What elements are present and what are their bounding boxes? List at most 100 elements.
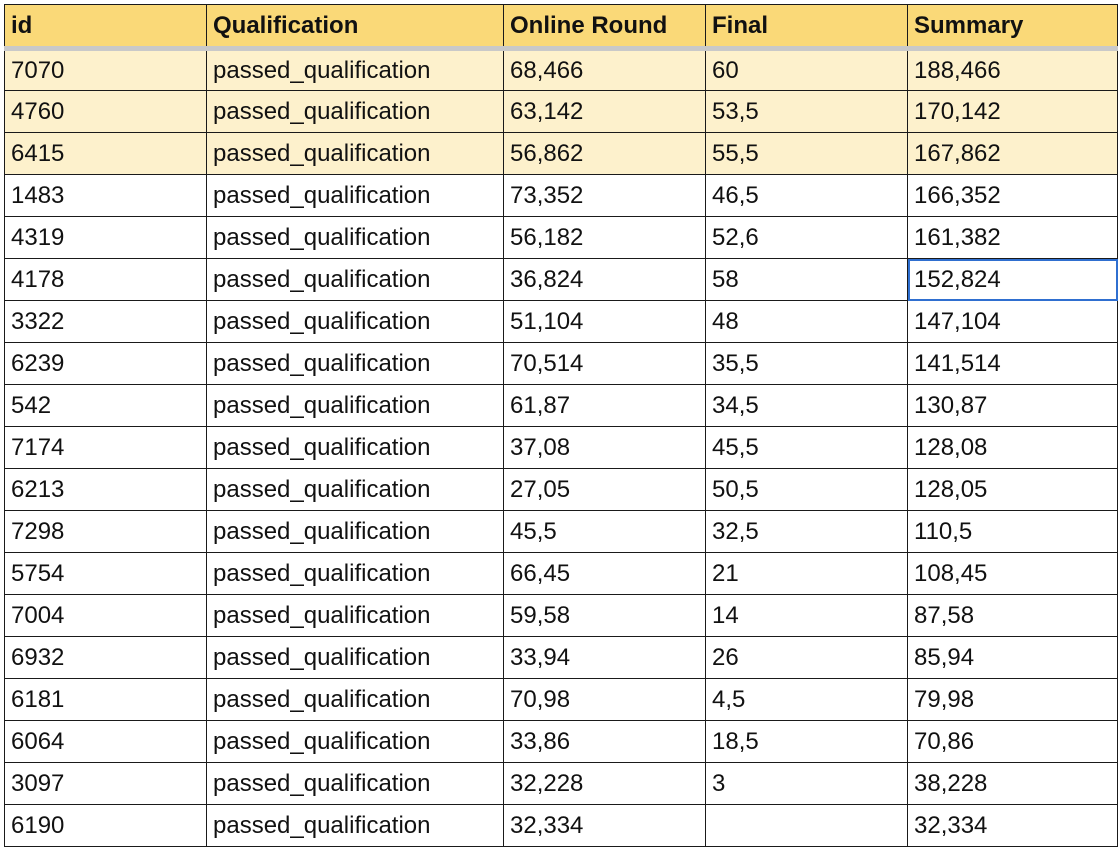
cell-final[interactable]: 55,5: [705, 132, 908, 175]
cell-id[interactable]: 6932: [4, 636, 207, 679]
cell-qualification[interactable]: passed_qualification: [206, 468, 504, 511]
cell-qualification[interactable]: passed_qualification: [206, 804, 504, 847]
cell-online-round[interactable]: 33,86: [503, 720, 706, 763]
cell-id[interactable]: 5754: [4, 552, 207, 595]
cell-qualification[interactable]: passed_qualification: [206, 90, 504, 133]
cell-summary[interactable]: 38,228: [907, 762, 1118, 805]
cell-summary[interactable]: 108,45: [907, 552, 1118, 595]
cell-summary[interactable]: 70,86: [907, 720, 1118, 763]
cell-id[interactable]: 6181: [4, 678, 207, 721]
cell-id[interactable]: 4178: [4, 258, 207, 301]
cell-qualification[interactable]: passed_qualification: [206, 48, 504, 91]
cell-qualification[interactable]: passed_qualification: [206, 678, 504, 721]
cell-final[interactable]: 52,6: [705, 216, 908, 259]
cell-summary[interactable]: 79,98: [907, 678, 1118, 721]
cell-online-round[interactable]: 56,182: [503, 216, 706, 259]
cell-qualification[interactable]: passed_qualification: [206, 216, 504, 259]
cell-online-round[interactable]: 45,5: [503, 510, 706, 553]
cell-id[interactable]: 1483: [4, 174, 207, 217]
cell-qualification[interactable]: passed_qualification: [206, 258, 504, 301]
cell-online-round[interactable]: 37,08: [503, 426, 706, 469]
cell-final[interactable]: 32,5: [705, 510, 908, 553]
cell-online-round[interactable]: 36,824: [503, 258, 706, 301]
cell-id[interactable]: 7004: [4, 594, 207, 637]
cell-online-round[interactable]: 32,228: [503, 762, 706, 805]
cell-qualification[interactable]: passed_qualification: [206, 762, 504, 805]
cell-qualification[interactable]: passed_qualification: [206, 636, 504, 679]
cell-qualification[interactable]: passed_qualification: [206, 552, 504, 595]
cell-qualification[interactable]: passed_qualification: [206, 174, 504, 217]
cell-id[interactable]: 6239: [4, 342, 207, 385]
cell-summary[interactable]: 161,382: [907, 216, 1118, 259]
cell-final[interactable]: 53,5: [705, 90, 908, 133]
cell-final[interactable]: 48: [705, 300, 908, 343]
header-qualification[interactable]: Qualification: [206, 4, 504, 51]
cell-online-round[interactable]: 32,334: [503, 804, 706, 847]
cell-summary[interactable]: 167,862: [907, 132, 1118, 175]
cell-summary[interactable]: 147,104: [907, 300, 1118, 343]
cell-online-round[interactable]: 56,862: [503, 132, 706, 175]
cell-id[interactable]: 6064: [4, 720, 207, 763]
cell-qualification[interactable]: passed_qualification: [206, 384, 504, 427]
cell-qualification[interactable]: passed_qualification: [206, 510, 504, 553]
cell-final[interactable]: 50,5: [705, 468, 908, 511]
cell-online-round[interactable]: 59,58: [503, 594, 706, 637]
cell-final[interactable]: 21: [705, 552, 908, 595]
cell-online-round[interactable]: 70,98: [503, 678, 706, 721]
cell-qualification[interactable]: passed_qualification: [206, 426, 504, 469]
cell-online-round[interactable]: 70,514: [503, 342, 706, 385]
cell-qualification[interactable]: passed_qualification: [206, 300, 504, 343]
cell-online-round[interactable]: 68,466: [503, 48, 706, 91]
cell-final[interactable]: 34,5: [705, 384, 908, 427]
cell-id[interactable]: 7174: [4, 426, 207, 469]
header-final[interactable]: Final: [705, 4, 908, 51]
cell-summary[interactable]: 85,94: [907, 636, 1118, 679]
cell-summary[interactable]: 110,5: [907, 510, 1118, 553]
cell-final[interactable]: 46,5: [705, 174, 908, 217]
cell-summary[interactable]: 188,466: [907, 48, 1118, 91]
cell-final[interactable]: 14: [705, 594, 908, 637]
cell-summary[interactable]: 170,142: [907, 90, 1118, 133]
cell-qualification[interactable]: passed_qualification: [206, 132, 504, 175]
cell-online-round[interactable]: 63,142: [503, 90, 706, 133]
header-online-round[interactable]: Online Round: [503, 4, 706, 51]
cell-summary[interactable]: 128,05: [907, 468, 1118, 511]
cell-id[interactable]: 7070: [4, 48, 207, 91]
cell-final[interactable]: 18,5: [705, 720, 908, 763]
cell-online-round[interactable]: 73,352: [503, 174, 706, 217]
cell-online-round[interactable]: 33,94: [503, 636, 706, 679]
cell-online-round[interactable]: 27,05: [503, 468, 706, 511]
cell-final[interactable]: [705, 804, 908, 847]
cell-qualification[interactable]: passed_qualification: [206, 594, 504, 637]
cell-online-round[interactable]: 51,104: [503, 300, 706, 343]
cell-id[interactable]: 4319: [4, 216, 207, 259]
cell-online-round[interactable]: 66,45: [503, 552, 706, 595]
cell-qualification[interactable]: passed_qualification: [206, 720, 504, 763]
cell-final[interactable]: 45,5: [705, 426, 908, 469]
cell-id[interactable]: 7298: [4, 510, 207, 553]
cell-summary[interactable]: 166,352: [907, 174, 1118, 217]
cell-final[interactable]: 26: [705, 636, 908, 679]
cell-final[interactable]: 4,5: [705, 678, 908, 721]
header-summary[interactable]: Summary: [907, 4, 1118, 51]
cell-summary[interactable]: 128,08: [907, 426, 1118, 469]
cell-id[interactable]: 4760: [4, 90, 207, 133]
cell-final[interactable]: 3: [705, 762, 908, 805]
cell-summary-selected[interactable]: 152,824: [907, 258, 1118, 301]
cell-summary[interactable]: 141,514: [907, 342, 1118, 385]
header-id[interactable]: id: [4, 4, 207, 51]
cell-summary[interactable]: 32,334: [907, 804, 1118, 847]
cell-id[interactable]: 6190: [4, 804, 207, 847]
cell-final[interactable]: 60: [705, 48, 908, 91]
cell-qualification[interactable]: passed_qualification: [206, 342, 504, 385]
cell-summary[interactable]: 130,87: [907, 384, 1118, 427]
cell-id[interactable]: 6415: [4, 132, 207, 175]
cell-final[interactable]: 58: [705, 258, 908, 301]
cell-online-round[interactable]: 61,87: [503, 384, 706, 427]
cell-id[interactable]: 3097: [4, 762, 207, 805]
cell-summary[interactable]: 87,58: [907, 594, 1118, 637]
cell-id[interactable]: 542: [4, 384, 207, 427]
cell-id[interactable]: 3322: [4, 300, 207, 343]
cell-id[interactable]: 6213: [4, 468, 207, 511]
cell-final[interactable]: 35,5: [705, 342, 908, 385]
